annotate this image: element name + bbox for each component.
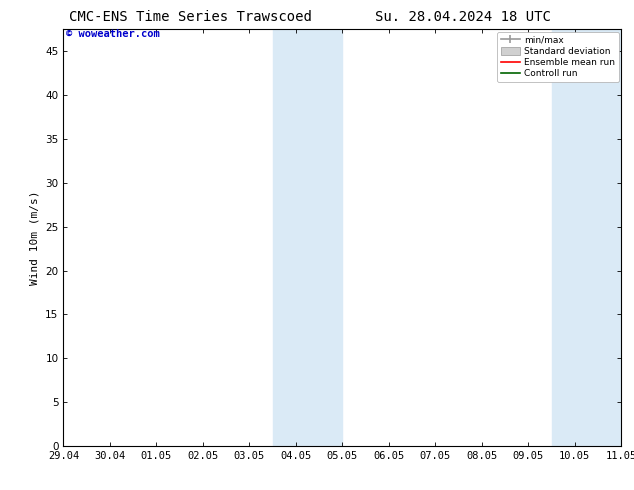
Text: © woweather.com: © woweather.com: [66, 29, 160, 39]
Text: CMC-ENS Time Series Trawscoed: CMC-ENS Time Series Trawscoed: [68, 10, 312, 24]
Bar: [273, 29, 342, 446]
Y-axis label: Wind 10m (m/s): Wind 10m (m/s): [30, 191, 40, 285]
Legend: min/max, Standard deviation, Ensemble mean run, Controll run: min/max, Standard deviation, Ensemble me…: [497, 32, 619, 82]
Bar: [552, 29, 621, 446]
Text: Su. 28.04.2024 18 UTC: Su. 28.04.2024 18 UTC: [375, 10, 551, 24]
